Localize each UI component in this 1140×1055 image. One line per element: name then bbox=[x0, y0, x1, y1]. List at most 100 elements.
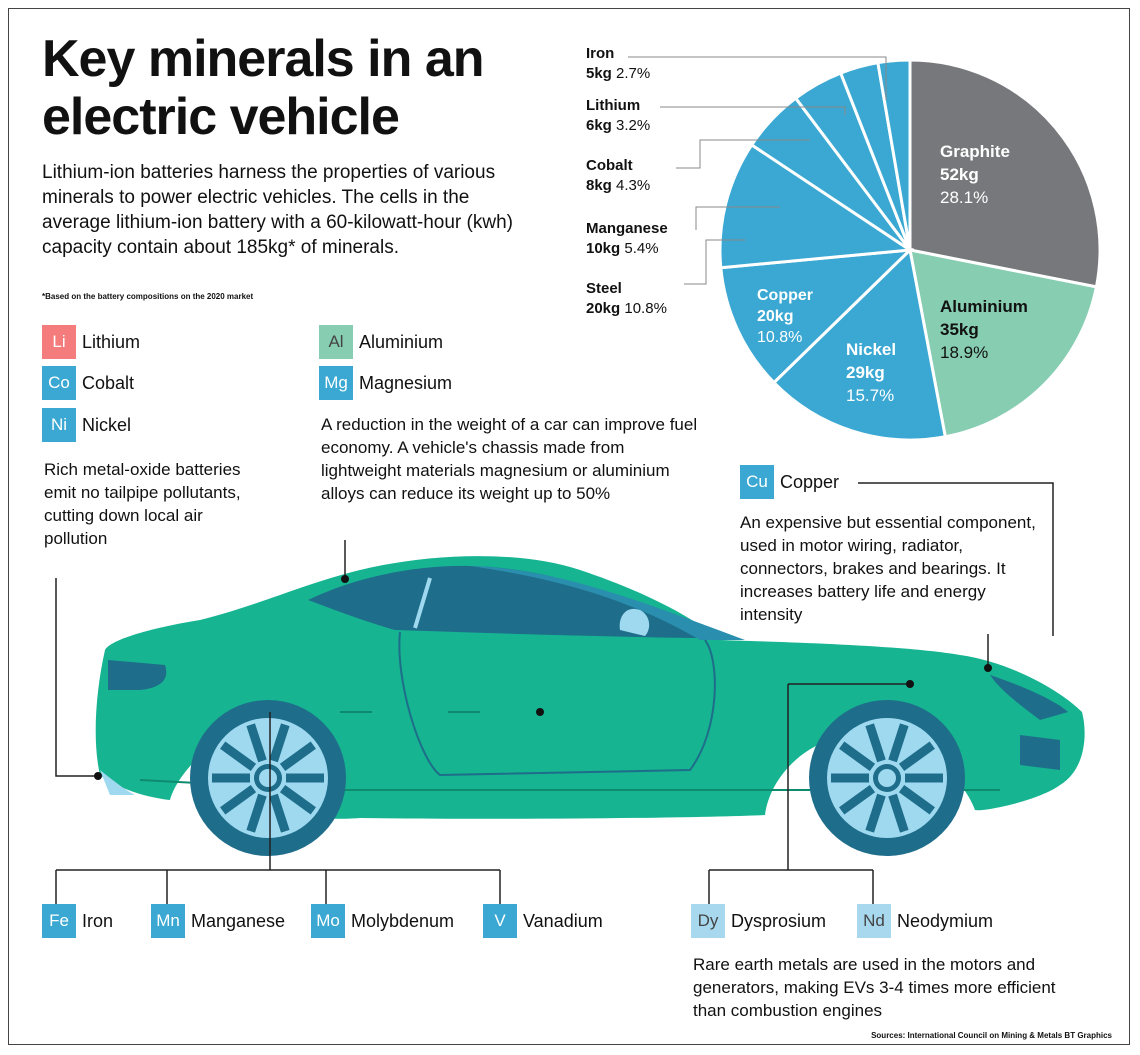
element-dysprosium: Dy Dysprosium bbox=[691, 904, 826, 938]
footnote: *Based on the battery compositions on th… bbox=[42, 292, 254, 301]
rear-wheel bbox=[190, 700, 346, 856]
pie-label-mass: 6kg bbox=[586, 117, 612, 134]
pie-label-mass: 10kg bbox=[586, 240, 621, 257]
element-manganese: Mn Manganese bbox=[151, 904, 285, 938]
pie-leader-lines bbox=[628, 56, 887, 285]
car-head-lamp bbox=[990, 675, 1068, 720]
symbol-mn: Mn bbox=[151, 904, 185, 938]
car-door-line bbox=[398, 631, 716, 777]
pie-slice-nickel bbox=[771, 246, 948, 442]
pie-label-mass: 20kg bbox=[586, 300, 621, 317]
pie-label-name: Copper bbox=[757, 287, 813, 304]
symbol-nd: Nd bbox=[857, 904, 891, 938]
symbol-co: Co bbox=[42, 366, 76, 400]
element-name: Molybdenum bbox=[351, 910, 455, 931]
connector-dot bbox=[94, 772, 102, 780]
pie-label-pct: 10.8% bbox=[624, 300, 667, 317]
symbol-ni: Ni bbox=[42, 408, 76, 442]
car-body bbox=[95, 556, 1085, 819]
car-illustration bbox=[95, 556, 1085, 856]
pie-label-name: Graphite bbox=[940, 142, 1010, 161]
pie-label-name: Lithium bbox=[586, 97, 641, 114]
connector-battery bbox=[55, 578, 98, 777]
intro-text: Lithium-ion batteries harness the proper… bbox=[42, 162, 513, 258]
pie-label-manganese: Manganese 10kg 5.4% bbox=[586, 219, 668, 259]
element-name: Magnesium bbox=[359, 372, 453, 393]
element-name: Aluminium bbox=[359, 331, 444, 352]
pie-label-cobalt: Cobalt 8kg 4.3% bbox=[586, 156, 650, 196]
pie-label-steel: Steel 20kg 10.8% bbox=[586, 279, 667, 319]
car-window bbox=[308, 565, 700, 638]
element-name: Manganese bbox=[191, 910, 286, 931]
pie-label-lithium: Lithium 6kg 3.2% bbox=[586, 96, 650, 136]
pie-label-mass: 8kg bbox=[586, 177, 612, 194]
symbol-v: V bbox=[483, 904, 517, 938]
pie-label-name: Aluminium bbox=[940, 297, 1028, 316]
element-name: Vanadium bbox=[523, 910, 603, 931]
pie-label-name: Nickel bbox=[846, 340, 897, 359]
pie-label-pct: 3.2% bbox=[616, 117, 651, 134]
element-name: Neodymium bbox=[897, 910, 994, 931]
element-cobalt: Co Cobalt bbox=[42, 366, 134, 400]
rare-earth-note: Rare earth metals are used in the motors… bbox=[693, 955, 1056, 1020]
leader-line-lithium bbox=[660, 106, 846, 115]
element-iron: Fe Iron bbox=[42, 904, 113, 938]
infographic-frame bbox=[8, 8, 1130, 1045]
element-name: Nickel bbox=[82, 414, 132, 435]
symbol-mo: Mo bbox=[311, 904, 345, 938]
pie-label-name: Iron bbox=[586, 45, 615, 62]
pie-label-pct: 4.3% bbox=[616, 177, 651, 194]
leader-line-iron bbox=[628, 56, 887, 100]
pie-label-iron: Iron 5kg 2.7% bbox=[586, 44, 650, 84]
connector-dot bbox=[341, 575, 349, 583]
page-title: Key minerals in an electric vehicle bbox=[42, 30, 485, 146]
copper-note: An expensive but essential component, us… bbox=[740, 513, 1036, 624]
pie-label-aluminium: Aluminium 35kg 18.9% bbox=[940, 295, 1028, 364]
pie-label-pct: 18.9% bbox=[940, 343, 989, 362]
pie-slice-copper bbox=[719, 248, 915, 385]
battery-note: Rich metal-oxide batteries emit no tailp… bbox=[44, 460, 241, 548]
element-name: Cobalt bbox=[82, 372, 135, 393]
pie-label-name: Cobalt bbox=[586, 157, 633, 174]
connector-dot bbox=[536, 708, 544, 716]
car-front-grille bbox=[1020, 735, 1060, 770]
leader-line-steel bbox=[684, 239, 745, 285]
pie-chart bbox=[718, 58, 1102, 442]
element-name: Dysprosium bbox=[731, 910, 827, 931]
symbol-dy: Dy bbox=[691, 904, 725, 938]
pie-label-copper: Copper 20kg 10.8% bbox=[757, 285, 813, 348]
pie-slice-graphite bbox=[908, 58, 1102, 289]
car-rear-reflector bbox=[100, 770, 135, 795]
symbol-al: Al bbox=[319, 325, 353, 359]
element-copper: Cu Copper bbox=[740, 465, 839, 499]
pie-label-graphite: Graphite 52kg 28.1% bbox=[940, 140, 1010, 209]
leader-line-cobalt bbox=[676, 139, 810, 169]
car-mirror bbox=[619, 608, 650, 636]
car-roof-line bbox=[470, 566, 745, 640]
symbol-li: Li bbox=[42, 325, 76, 359]
connector-copper bbox=[858, 482, 1054, 636]
pie-label-name: Steel bbox=[586, 280, 622, 297]
chassis-note: A reduction in the weight of a car can i… bbox=[321, 415, 698, 503]
pie-label-pct: 2.7% bbox=[616, 65, 651, 82]
pie-label-mass: 20kg bbox=[757, 308, 794, 325]
pie-slice-steel bbox=[718, 142, 915, 270]
pie-slice-iron bbox=[876, 58, 912, 251]
sources-credit: Sources: International Council on Mining… bbox=[871, 1031, 1112, 1040]
pie-slice-aluminium bbox=[908, 248, 1099, 439]
element-name: Copper bbox=[780, 471, 840, 492]
element-magnesium: Mg Magnesium bbox=[319, 366, 452, 400]
element-vanadium: V Vanadium bbox=[483, 904, 603, 938]
pie-label-pct: 15.7% bbox=[846, 386, 895, 405]
pie-label-mass: 5kg bbox=[586, 65, 612, 82]
pie-label-pct: 28.1% bbox=[940, 188, 989, 207]
pie-label-mass: 52kg bbox=[940, 165, 979, 184]
element-aluminium: Al Aluminium bbox=[319, 325, 443, 359]
element-molybdenum: Mo Molybdenum bbox=[311, 904, 454, 938]
pie-label-mass: 29kg bbox=[846, 363, 885, 382]
pie-label-pct: 5.4% bbox=[624, 240, 659, 257]
connector-dot bbox=[984, 664, 992, 672]
pie-label-name: Manganese bbox=[586, 220, 668, 237]
element-neodymium: Nd Neodymium bbox=[857, 904, 993, 938]
